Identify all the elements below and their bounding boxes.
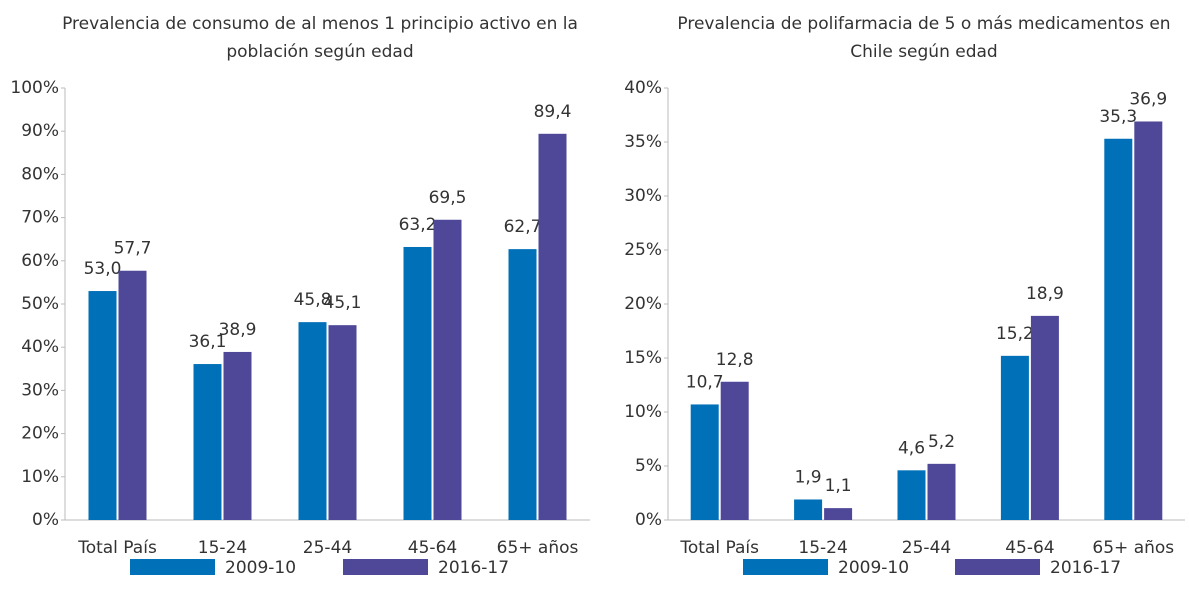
value-label: 69,5 bbox=[429, 188, 467, 208]
value-label: 4,6 bbox=[898, 438, 925, 458]
bar bbox=[720, 381, 749, 520]
value-label: 45,8 bbox=[294, 290, 332, 310]
y-tick-label: 35% bbox=[624, 132, 662, 152]
y-tick-label: 30% bbox=[21, 380, 59, 400]
y-tick-label: 80% bbox=[21, 164, 59, 184]
bar bbox=[1030, 315, 1059, 520]
legend-label: 2016-17 bbox=[1050, 558, 1121, 578]
chart-title: Prevalencia de polifarmacia de 5 o más m… bbox=[677, 14, 1171, 62]
x-tick-label: Total País bbox=[77, 538, 157, 558]
x-tick-label: 25-44 bbox=[902, 538, 951, 558]
y-tick-label: 40% bbox=[21, 337, 59, 357]
x-tick-label: 15-24 bbox=[198, 538, 247, 558]
x-tick-label: 65+ años bbox=[497, 538, 579, 558]
value-label: 53,0 bbox=[84, 259, 122, 279]
y-tick-label: 10% bbox=[21, 467, 59, 487]
value-label: 5,2 bbox=[928, 432, 955, 452]
value-label: 1,1 bbox=[825, 476, 852, 496]
bar bbox=[193, 364, 222, 520]
bar bbox=[690, 404, 719, 520]
y-tick-label: 0% bbox=[32, 510, 59, 530]
y-tick-label: 25% bbox=[624, 240, 662, 260]
y-tick-label: 30% bbox=[624, 186, 662, 206]
y-tick-label: 60% bbox=[21, 251, 59, 271]
y-tick-label: 5% bbox=[635, 456, 662, 476]
legend-swatch bbox=[955, 559, 1040, 575]
legend-swatch bbox=[743, 559, 828, 575]
value-label: 57,7 bbox=[114, 239, 152, 259]
legend-swatch bbox=[130, 559, 215, 575]
bar bbox=[1104, 138, 1133, 520]
value-label: 63,2 bbox=[399, 215, 437, 235]
y-tick-label: 40% bbox=[624, 78, 662, 98]
y-tick-label: 90% bbox=[21, 121, 59, 141]
x-tick-label: 45-64 bbox=[1005, 538, 1054, 558]
x-tick-label: 65+ años bbox=[1092, 538, 1174, 558]
legend-swatch bbox=[343, 559, 428, 575]
y-tick-label: 70% bbox=[21, 208, 59, 228]
y-tick-label: 10% bbox=[624, 402, 662, 422]
bar bbox=[538, 133, 567, 521]
value-label: 36,1 bbox=[189, 332, 227, 352]
x-tick-label: 15-24 bbox=[798, 538, 847, 558]
value-label: 45,1 bbox=[324, 293, 362, 313]
value-label: 18,9 bbox=[1026, 284, 1064, 304]
value-label: 89,4 bbox=[534, 102, 572, 122]
bar bbox=[88, 291, 117, 520]
value-label: 15,2 bbox=[996, 324, 1034, 344]
bar bbox=[433, 219, 462, 520]
bar bbox=[897, 470, 926, 520]
bar bbox=[824, 508, 853, 520]
value-label: 10,7 bbox=[686, 372, 724, 392]
bar bbox=[118, 270, 147, 520]
value-label: 62,7 bbox=[504, 217, 542, 237]
chart-title: Prevalencia de consumo de al menos 1 pri… bbox=[62, 14, 578, 62]
value-label: 36,9 bbox=[1129, 89, 1167, 109]
y-tick-label: 0% bbox=[635, 510, 662, 530]
bar bbox=[403, 246, 432, 520]
bar bbox=[508, 249, 537, 521]
bar bbox=[298, 322, 327, 520]
y-tick-label: 15% bbox=[624, 348, 662, 368]
y-tick-label: 50% bbox=[21, 294, 59, 314]
legend-label: 2009-10 bbox=[838, 558, 909, 578]
value-label: 1,9 bbox=[795, 467, 822, 487]
x-tick-label: Total País bbox=[679, 538, 759, 558]
y-tick-label: 100% bbox=[10, 78, 59, 98]
y-tick-label: 20% bbox=[624, 294, 662, 314]
bar bbox=[927, 463, 956, 520]
legend-label: 2016-17 bbox=[438, 558, 509, 578]
x-tick-label: 25-44 bbox=[303, 538, 352, 558]
bar bbox=[1134, 121, 1163, 520]
y-tick-label: 20% bbox=[21, 424, 59, 444]
bar bbox=[223, 351, 252, 520]
legend-label: 2009-10 bbox=[225, 558, 296, 578]
x-tick-label: 45-64 bbox=[408, 538, 457, 558]
value-label: 12,8 bbox=[716, 350, 754, 370]
value-label: 35,3 bbox=[1099, 107, 1137, 127]
bar bbox=[328, 325, 357, 520]
bar bbox=[794, 499, 823, 520]
bar bbox=[1000, 355, 1029, 520]
value-label: 38,9 bbox=[219, 320, 257, 340]
